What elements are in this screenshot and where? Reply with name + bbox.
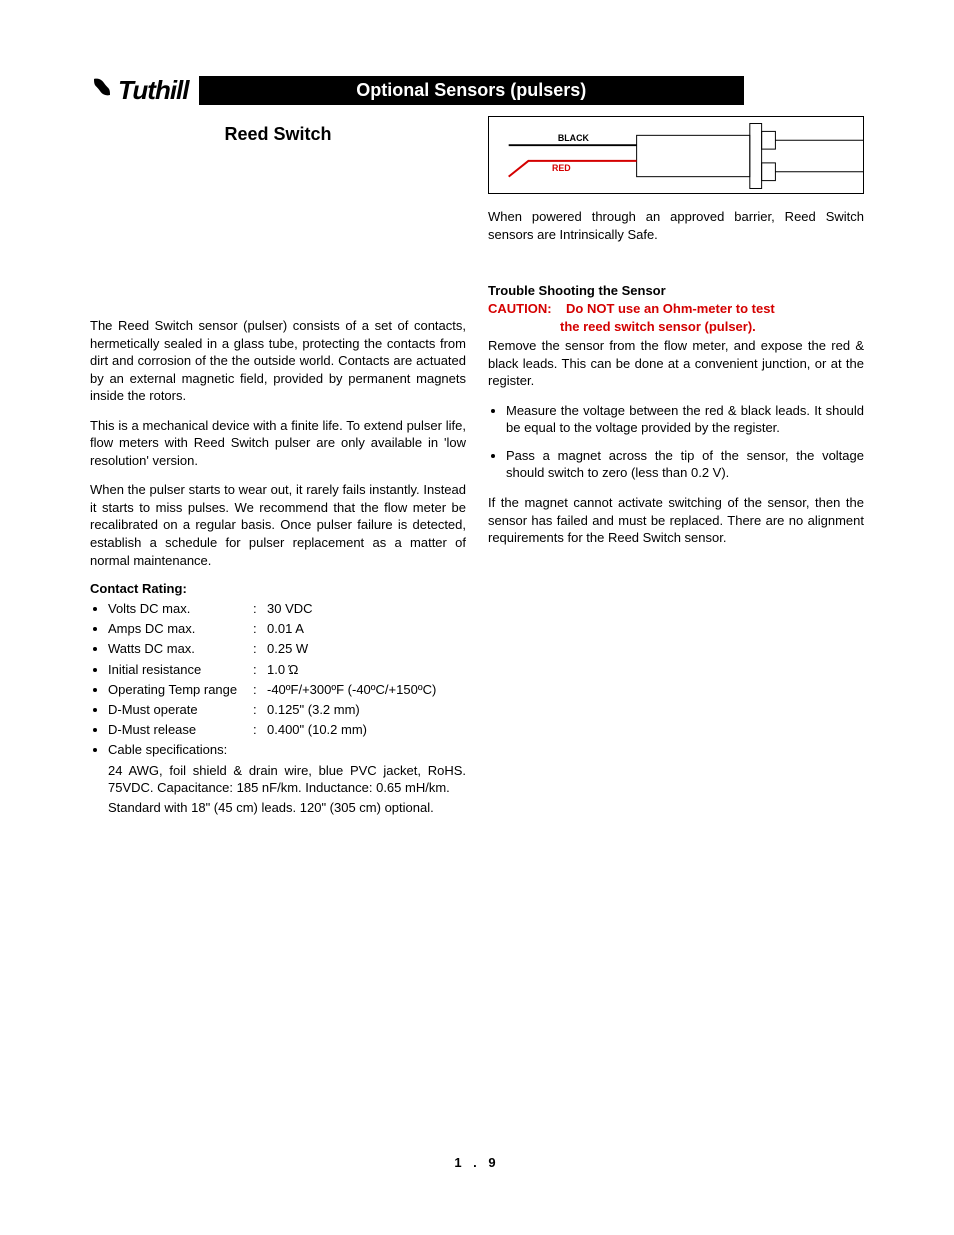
left-column: Reed Switch The Reed Switch sensor (puls… <box>90 116 466 818</box>
spec-label: Operating Temp range <box>108 681 253 699</box>
spec-value: 0.125" (3.2 mm) <box>267 701 466 719</box>
brand-logo-icon <box>90 75 114 106</box>
spec-label: D-Must operate <box>108 701 253 719</box>
intrinsic-para: When powered through an approved barrier… <box>488 208 864 243</box>
spec-label: Amps DC max. <box>108 620 253 638</box>
spec-row: Operating Temp range : -40ºF/+300ºF (-40… <box>108 681 466 699</box>
diagram-label-red: RED <box>552 163 571 173</box>
spec-value: -40ºF/+300ºF (-40ºC/+150ºC) <box>267 681 466 699</box>
spec-label: Initial resistance <box>108 661 253 679</box>
caution-line-1: Do NOT use an Ohm-meter to test <box>566 301 775 316</box>
page-header: Tuthill Optional Sensors (pulsers) <box>90 75 864 106</box>
right-column: BLACK RED When powered through an approv… <box>488 116 864 818</box>
spec-value: 1.0 Ώ <box>267 661 466 679</box>
wiring-diagram: BLACK RED <box>488 116 864 194</box>
spec-row: Amps DC max. : 0.01 A <box>108 620 466 638</box>
spec-row: D-Must operate : 0.125" (3.2 mm) <box>108 701 466 719</box>
caution-line-2: the reed switch sensor (pulser). <box>560 318 864 336</box>
contact-rating-head: Contact Rating: <box>90 581 466 596</box>
spec-row: Volts DC max. : 30 VDC <box>108 600 466 618</box>
troubleshoot-bullets: Measure the voltage between the red & bl… <box>488 402 864 482</box>
caution-text: CAUTION: Do NOT use an Ohm-meter to test… <box>488 300 864 335</box>
cable-detail-1: 24 AWG, foil shield & drain wire, blue P… <box>108 762 466 797</box>
spec-label: Watts DC max. <box>108 640 253 658</box>
spec-value: 0.25 W <box>267 640 466 658</box>
spec-row: D-Must release : 0.400" (10.2 mm) <box>108 721 466 739</box>
page-number: 1 . 9 <box>0 1155 954 1170</box>
caution-label: CAUTION: <box>488 301 552 316</box>
bullet-item: Pass a magnet across the tip of the sens… <box>506 447 864 482</box>
fail-para: If the magnet cannot activate switching … <box>488 494 864 547</box>
section-title-reed-switch: Reed Switch <box>90 124 466 145</box>
spec-list: Volts DC max. : 30 VDC Amps DC max. : 0.… <box>90 600 466 816</box>
bullet-item: Measure the voltage between the red & bl… <box>506 402 864 437</box>
cable-label: Cable specifications: <box>108 742 227 757</box>
spec-row: Initial resistance : 1.0 Ώ <box>108 661 466 679</box>
diagram-label-black: BLACK <box>558 133 590 143</box>
troubleshoot-head: Trouble Shooting the Sensor <box>488 283 864 298</box>
title-bar: Optional Sensors (pulsers) <box>199 76 744 105</box>
intro-para-2: This is a mechanical device with a finit… <box>90 417 466 470</box>
spec-row: Watts DC max. : 0.25 W <box>108 640 466 658</box>
spec-row-cable: Cable specifications: 24 AWG, foil shiel… <box>108 741 466 816</box>
cable-detail-2: Standard with 18" (45 cm) leads. 120" (3… <box>108 799 466 817</box>
spec-label: Volts DC max. <box>108 600 253 618</box>
image-placeholder-space <box>90 157 466 317</box>
intro-para-3: When the pulser starts to wear out, it r… <box>90 481 466 569</box>
brand-logo-text: Tuthill <box>118 75 189 106</box>
spec-value: 0.01 A <box>267 620 466 638</box>
brand-logo: Tuthill <box>90 75 189 106</box>
intro-para-1: The Reed Switch sensor (pulser) consists… <box>90 317 466 405</box>
spec-value: 30 VDC <box>267 600 466 618</box>
spec-label: D-Must release <box>108 721 253 739</box>
spec-value: 0.400" (10.2 mm) <box>267 721 466 739</box>
remove-para: Remove the sensor from the flow meter, a… <box>488 337 864 390</box>
